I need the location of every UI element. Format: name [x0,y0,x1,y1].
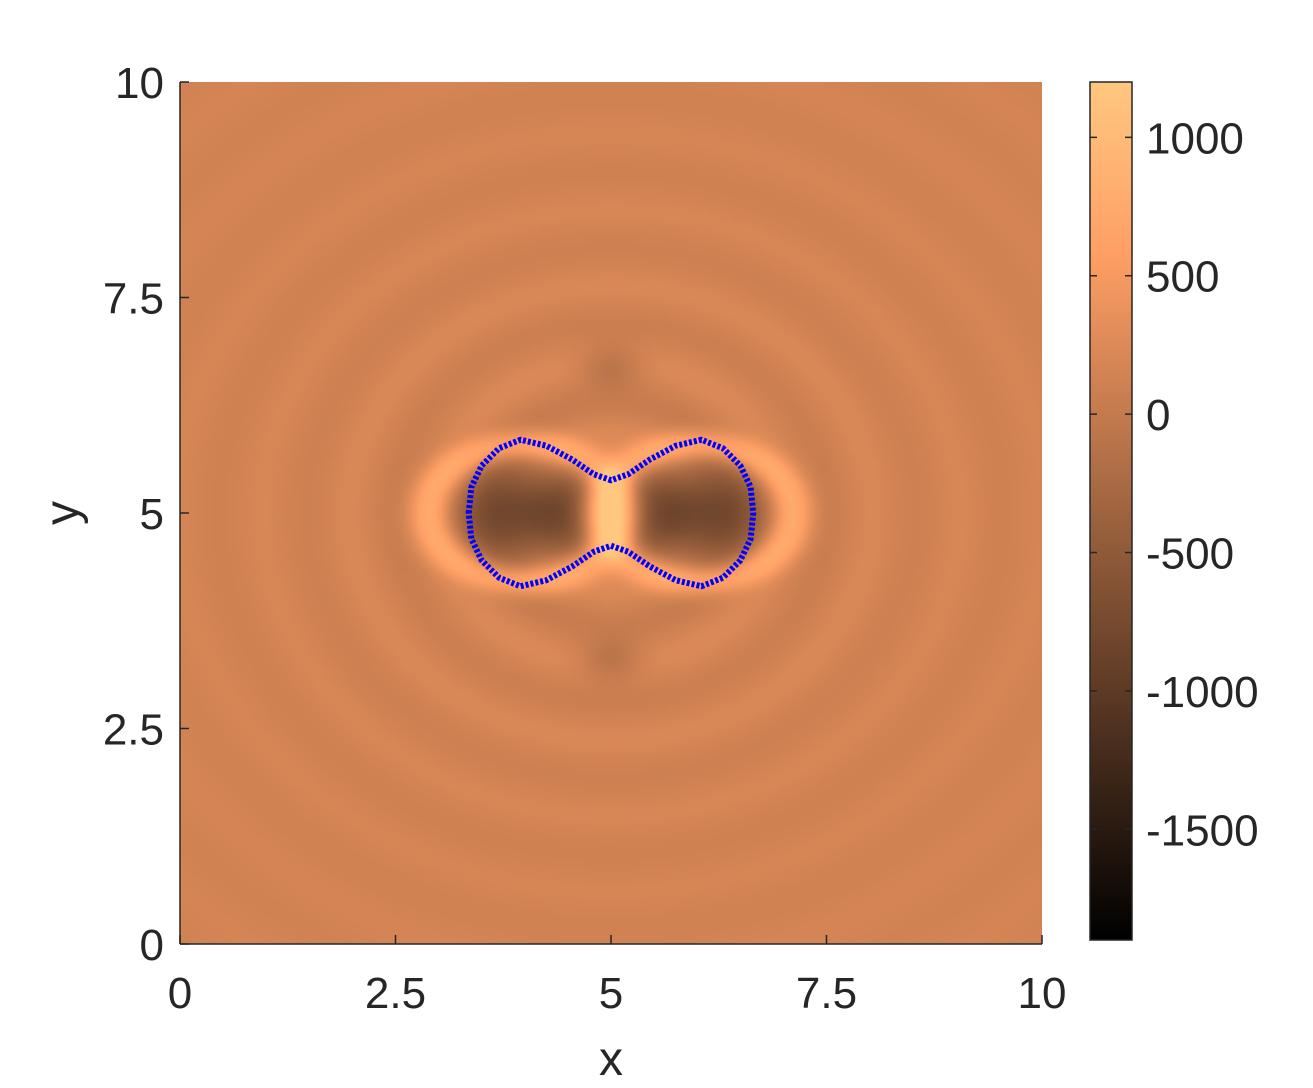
x-tick-label: 5 [599,969,623,1018]
colorbar-tick-label: 1000 [1146,114,1244,163]
x-tick-label: 10 [1018,969,1067,1018]
y-tick-label: 5 [140,490,164,539]
colorbar: 1000 500 0 -500 -1000 -1500 [1089,81,1259,941]
colorbar-tick-label: -500 [1146,530,1234,579]
x-tick-label: 0 [168,969,192,1018]
colorbar-tick-label: -1500 [1146,806,1259,855]
x-tick-label: 2.5 [365,969,426,1018]
y-tick-label: 10 [115,59,164,108]
heatmap-image [180,82,1042,944]
y-tick-label: 0 [140,921,164,970]
colorbar-tick-label: 500 [1146,253,1219,302]
y-tick-label: 7.5 [103,275,164,324]
x-axis-label: x [599,1033,623,1086]
y-axis-label: y [36,501,89,525]
colorbar-ticks: 1000 500 0 -500 -1000 -1500 [1090,114,1259,855]
colorbar-tick-label: 0 [1146,391,1170,440]
x-axis-ticks: 0 2.5 5 7.5 10 [168,935,1067,1018]
x-tick-label: 7.5 [796,969,857,1018]
heatmap-plot-area [180,82,1042,944]
y-tick-label: 2.5 [103,706,164,755]
colorbar-bar [1089,81,1133,941]
colorbar-tick-label: -1000 [1146,668,1259,717]
y-axis-ticks: 0 2.5 5 7.5 10 [103,59,189,970]
contour-line [465,436,757,590]
